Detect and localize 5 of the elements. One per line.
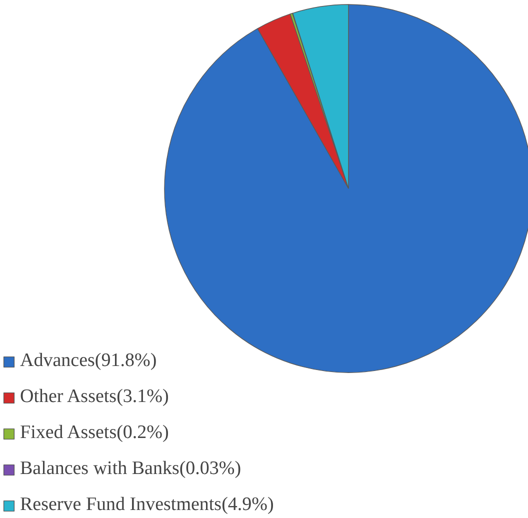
legend-label: Advances(91.8%) bbox=[20, 350, 157, 372]
legend-label: Reserve Fund Investments(4.9%) bbox=[20, 494, 274, 516]
legend-label: Balances with Banks(0.03%) bbox=[20, 458, 242, 480]
legend-label: Fixed Assets(0.2%) bbox=[20, 422, 169, 444]
legend-label: Other Assets(3.1%) bbox=[20, 386, 169, 408]
